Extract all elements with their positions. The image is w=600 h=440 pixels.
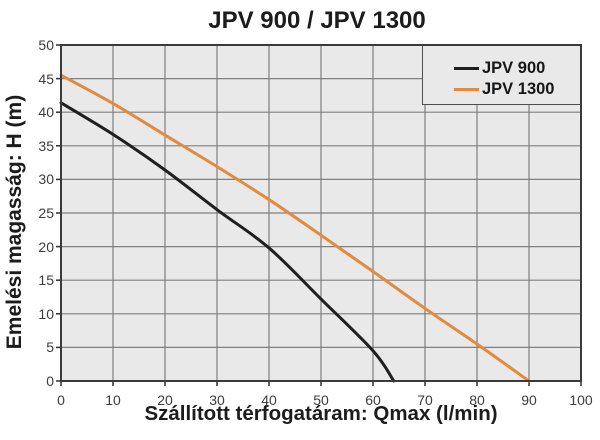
y-tick-label-45: 45	[38, 70, 54, 87]
y-tick-label-50: 50	[38, 37, 54, 53]
x-tick-label-70: 70	[417, 392, 433, 408]
y-tick-label-20: 20	[38, 238, 54, 255]
y-tick-label-5: 5	[46, 339, 54, 356]
legend: JPV 900 JPV 1300	[422, 46, 580, 105]
x-tick-label-30: 30	[209, 392, 225, 408]
legend-label-jpv-1300: JPV 1300	[482, 80, 555, 98]
x-tick-label-50: 50	[313, 392, 329, 408]
legend-label-jpv-900: JPV 900	[482, 59, 546, 77]
x-tick-label-10: 10	[105, 392, 121, 408]
y-tick-label-25: 25	[38, 205, 54, 221]
grid-lines	[61, 45, 581, 381]
y-tick-label-10: 10	[38, 305, 54, 322]
x-tick-label-60: 60	[365, 392, 381, 408]
jpv-900-line-swatch	[454, 66, 479, 71]
curve-jpv-900	[59, 101, 396, 383]
y-tick-label-40: 40	[38, 104, 54, 121]
plot-frame	[60, 44, 582, 382]
curve-jpv-1300	[59, 73, 531, 383]
x-tick-label-0: 0	[57, 392, 65, 408]
y-tick-label-35: 35	[38, 137, 54, 154]
x-tick-label-20: 20	[157, 392, 173, 408]
x-tick-label-80: 80	[469, 392, 485, 408]
chart-title: JPV 900 / JPV 1300	[208, 7, 426, 34]
y-tick-label-30: 30	[38, 171, 54, 188]
y-tick-label-15: 15	[38, 272, 54, 289]
legend-item-jpv-1300: JPV 1300	[454, 79, 580, 100]
x-tick-label-40: 40	[261, 392, 277, 408]
x-axis-title: Szállított térfogatáram: Qmax (l/min)	[144, 402, 498, 425]
legend-item-jpv-900: JPV 900	[454, 58, 580, 79]
jpv-1300-line-swatch	[454, 87, 479, 92]
tick-marks	[56, 44, 582, 386]
x-tick-label-100: 100	[569, 392, 593, 408]
x-tick-label-90: 90	[521, 392, 537, 408]
y-tick-label-0: 0	[46, 373, 54, 389]
